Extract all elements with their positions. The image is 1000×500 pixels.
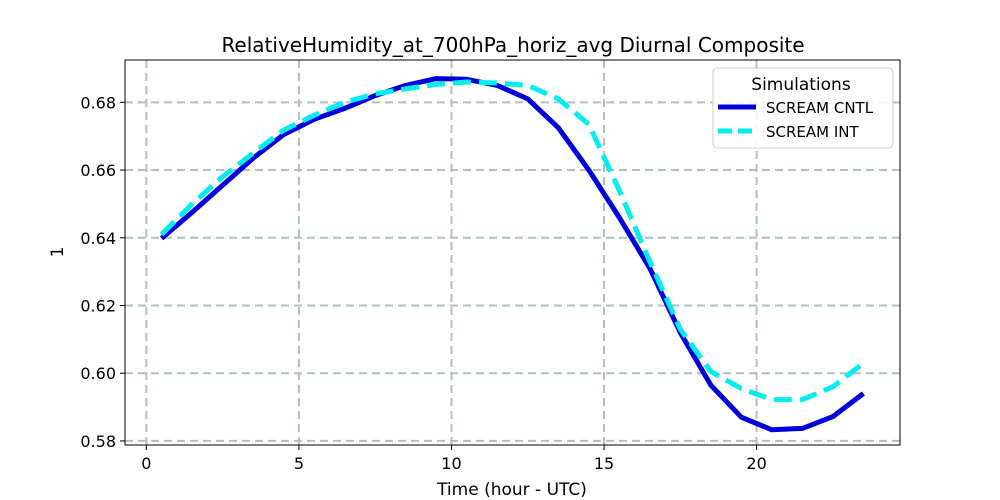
y-axis-ticks: 0.58 0.60 0.62 0.64 0.66 0.68 [80, 93, 125, 451]
x-axis-label: Time (hour - UTC) [436, 480, 587, 500]
y-tick-label: 0.64 [80, 229, 116, 248]
x-tick-label: 5 [294, 454, 304, 473]
x-axis-ticks: 0 5 10 15 20 [141, 445, 767, 473]
legend: Simulations SCREAM CNTL SCREAM INT [712, 67, 894, 149]
legend-box [712, 67, 894, 149]
plot-frame [124, 59, 901, 446]
x-tick-label: 20 [746, 454, 766, 473]
y-tick-label: 0.58 [80, 432, 116, 451]
series-line-scream-cntl [159, 76, 865, 433]
y-tick-label: 0.66 [80, 161, 116, 180]
y-tick-label: 0.60 [80, 364, 116, 383]
legend-label-scream-cntl: SCREAM CNTL [766, 99, 874, 117]
series-line-scream-int [159, 79, 865, 403]
x-tick-label: 10 [441, 454, 461, 473]
series-layer [159, 76, 865, 433]
y-tick-label: 0.68 [80, 93, 116, 112]
y-axis-label: 1 [48, 247, 68, 258]
chart-title: RelativeHumidity_at_700hPa_horiz_avg Diu… [221, 33, 804, 57]
x-tick-label: 0 [141, 454, 151, 473]
x-tick-label: 15 [594, 454, 614, 473]
legend-title: Simulations [751, 75, 851, 95]
legend-label-scream-int: SCREAM INT [766, 123, 860, 141]
y-tick-label: 0.62 [80, 296, 116, 315]
